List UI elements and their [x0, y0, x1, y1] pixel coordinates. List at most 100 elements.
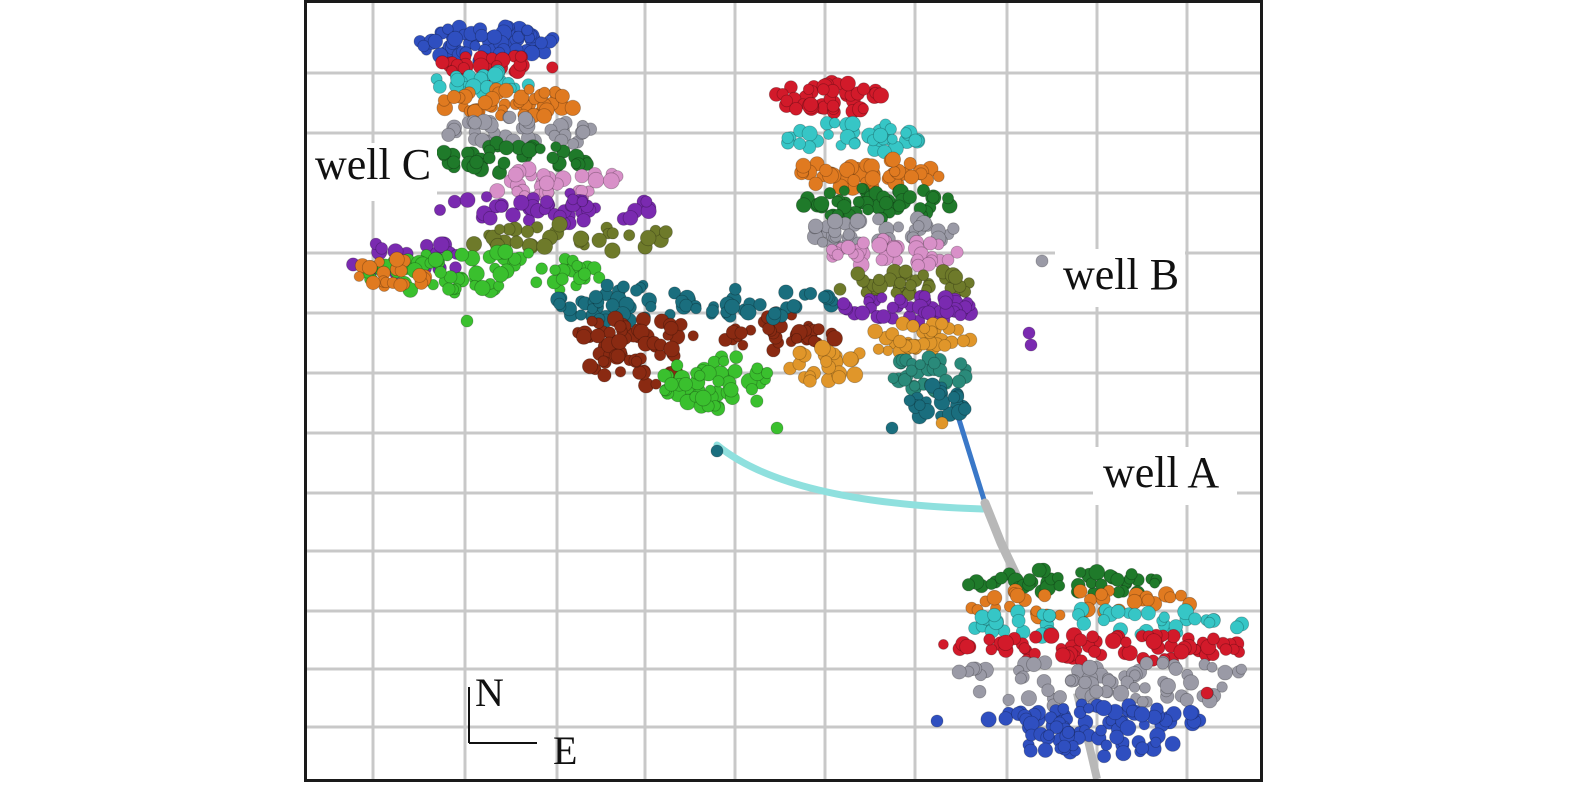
event-marker — [872, 127, 889, 143]
event-marker — [985, 578, 998, 590]
event-marker — [1014, 672, 1027, 685]
event-marker — [823, 186, 837, 200]
event-marker — [1049, 720, 1064, 735]
event-marker — [522, 247, 534, 259]
event-marker — [465, 236, 483, 253]
event-marker — [862, 203, 874, 216]
event-marker — [604, 242, 621, 259]
event-marker — [353, 271, 365, 282]
event-marker — [446, 155, 461, 170]
event-marker — [1235, 663, 1248, 675]
event-marker — [1216, 681, 1228, 693]
event-marker — [694, 370, 706, 382]
event-marker — [502, 110, 517, 125]
event-marker — [911, 258, 925, 273]
event-marker — [1037, 742, 1054, 758]
event-marker — [1041, 683, 1055, 698]
well-b-lateral-path — [954, 410, 988, 506]
event-marker — [728, 282, 742, 296]
event-marker — [492, 266, 509, 283]
event-marker — [852, 195, 865, 208]
event-marker — [1149, 577, 1161, 589]
event-marker — [893, 334, 907, 349]
event-marker — [887, 133, 898, 145]
event-marker — [781, 131, 794, 145]
event-marker — [572, 230, 590, 247]
event-marker — [750, 394, 764, 408]
event-marker — [477, 95, 493, 111]
event-marker — [1188, 612, 1202, 626]
event-marker — [718, 355, 730, 367]
event-marker — [817, 290, 831, 304]
event-marker — [1086, 630, 1099, 643]
event-marker — [1053, 690, 1067, 704]
event-marker — [497, 243, 514, 260]
event-marker — [1158, 611, 1171, 623]
event-marker — [1064, 675, 1077, 687]
event-marker — [577, 267, 592, 281]
event-marker — [602, 172, 620, 190]
event-marker — [497, 156, 511, 170]
event-marker — [947, 222, 960, 235]
event-marker — [1182, 704, 1199, 721]
event-marker — [849, 212, 866, 230]
event-marker — [576, 213, 591, 228]
event-marker — [1150, 736, 1162, 748]
event-marker — [932, 170, 945, 183]
event-marker — [591, 232, 607, 249]
event-marker — [575, 124, 591, 140]
event-marker — [606, 227, 619, 240]
event-marker — [434, 265, 447, 279]
event-marker — [892, 199, 906, 213]
event-marker — [611, 333, 628, 350]
event-marker — [875, 253, 889, 267]
event-marker — [664, 377, 679, 392]
event-marker — [1061, 725, 1075, 739]
event-marker — [670, 359, 684, 372]
event-marker — [459, 192, 476, 208]
event-marker — [590, 328, 606, 344]
event-marker — [574, 168, 590, 184]
event-marker — [1053, 579, 1066, 592]
event-marker — [751, 362, 764, 375]
event-marker — [468, 115, 482, 130]
event-marker — [819, 163, 833, 178]
event-marker — [893, 293, 906, 306]
event-marker — [961, 578, 976, 592]
event-marker — [1037, 588, 1052, 603]
event-marker — [554, 88, 570, 104]
event-marker — [469, 155, 484, 170]
event-marker — [792, 345, 807, 360]
event-marker — [1121, 644, 1138, 662]
microseismic-map-figure: well C well B well A N E — [304, 0, 1263, 782]
event-marker — [838, 185, 850, 197]
event-marker — [1164, 591, 1177, 604]
compass-rose — [468, 687, 537, 744]
event-marker — [760, 366, 774, 380]
well-c-label: well C — [307, 143, 438, 201]
event-marker — [1217, 664, 1233, 681]
event-marker — [507, 166, 524, 183]
event-marker — [535, 262, 548, 275]
event-marker — [803, 374, 817, 388]
event-marker — [938, 639, 949, 650]
event-marker — [517, 111, 533, 127]
event-marker — [1095, 724, 1107, 737]
event-marker — [930, 714, 944, 728]
event-marker — [829, 117, 841, 129]
event-marker — [1054, 609, 1066, 621]
event-marker — [588, 289, 604, 305]
event-marker — [791, 332, 803, 344]
event-marker — [994, 571, 1008, 585]
event-marker — [885, 151, 902, 168]
event-marker — [872, 273, 886, 287]
event-marker — [441, 127, 456, 142]
event-marker — [950, 245, 964, 259]
event-marker — [857, 103, 870, 115]
event-marker — [1177, 603, 1194, 621]
event-marker — [886, 301, 899, 314]
event-marker — [629, 284, 643, 297]
event-marker — [1110, 572, 1125, 587]
event-marker — [412, 267, 427, 283]
event-marker — [576, 195, 588, 208]
